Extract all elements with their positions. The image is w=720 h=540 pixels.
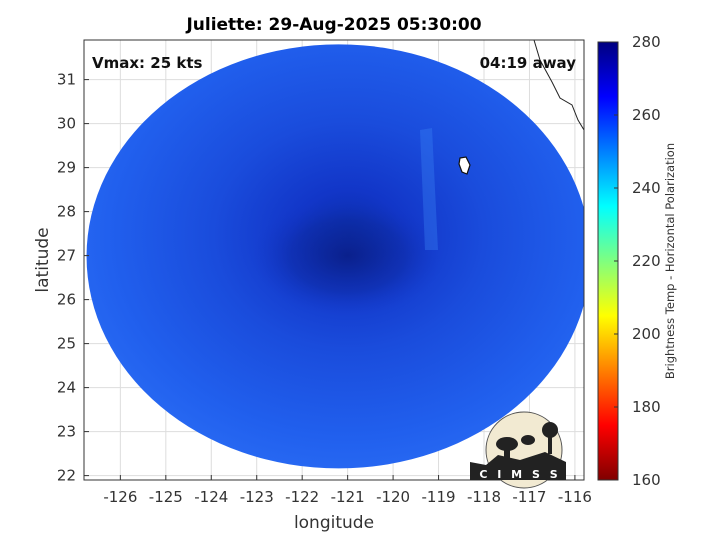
y-tick-label: 31: [57, 71, 76, 89]
y-axis-ticks: 22 23 24 25 26 27 28 29 30 31: [57, 71, 89, 485]
colorbar-tick-label: 200: [632, 325, 661, 343]
x-tick-label: -122: [285, 488, 319, 506]
colorbar-tick-label: 260: [632, 106, 661, 124]
x-tick-label: -124: [194, 488, 228, 506]
colorbar-tick-label: 240: [632, 179, 661, 197]
y-tick-label: 22: [57, 467, 76, 485]
island: [458, 156, 471, 175]
x-tick-label: -119: [422, 488, 456, 506]
chart-title: Juliette: 29-Aug-2025 05:30:00: [185, 15, 481, 35]
y-tick-label: 27: [57, 247, 76, 265]
x-tick-label: -126: [103, 488, 137, 506]
y-tick-label: 30: [57, 115, 76, 133]
time-away-label: 04:19 away: [480, 54, 577, 72]
swath-edge-band: [420, 128, 438, 250]
colorbar-tick-label: 180: [632, 398, 661, 416]
cold-core: [252, 195, 443, 316]
y-tick-label: 24: [57, 379, 76, 397]
colorbar-label: Brightness Temp - Horizontal Polarizatio…: [663, 143, 677, 379]
x-tick-label: -117: [512, 488, 546, 506]
y-tick-label: 25: [57, 335, 76, 353]
x-tick-label: -123: [240, 488, 274, 506]
svg-text:C I M S S: C I M S S: [479, 468, 560, 481]
vmax-label: Vmax: 25 kts: [92, 54, 202, 72]
colorbar-tick-label: 160: [632, 471, 661, 489]
y-tick-label: 26: [57, 291, 76, 309]
y-tick-label: 28: [57, 203, 76, 221]
x-tick-label: -125: [149, 488, 183, 506]
y-tick-label: 23: [57, 423, 76, 441]
coastline: [533, 40, 584, 131]
x-tick-label: -116: [558, 488, 592, 506]
plot-frame: [83, 39, 585, 481]
colorbar-tick-label: 220: [632, 252, 661, 270]
y-axis-label: latitude: [33, 227, 53, 292]
cimss-logo: C I M S S: [470, 411, 566, 489]
x-axis-ticks: -126 -125 -124 -123 -122 -121 -120 -119 -118 -117…: [103, 475, 592, 506]
colorbar-tick-label: 280: [632, 33, 661, 51]
x-tick-label: -121: [331, 488, 365, 506]
x-tick-label: -118: [467, 488, 501, 506]
y-tick-label: 29: [57, 159, 76, 177]
x-tick-label: -120: [376, 488, 410, 506]
colorbar-ticks: 160 180 200 220 240 260 280: [614, 33, 661, 489]
x-axis-label: longitude: [294, 513, 374, 533]
